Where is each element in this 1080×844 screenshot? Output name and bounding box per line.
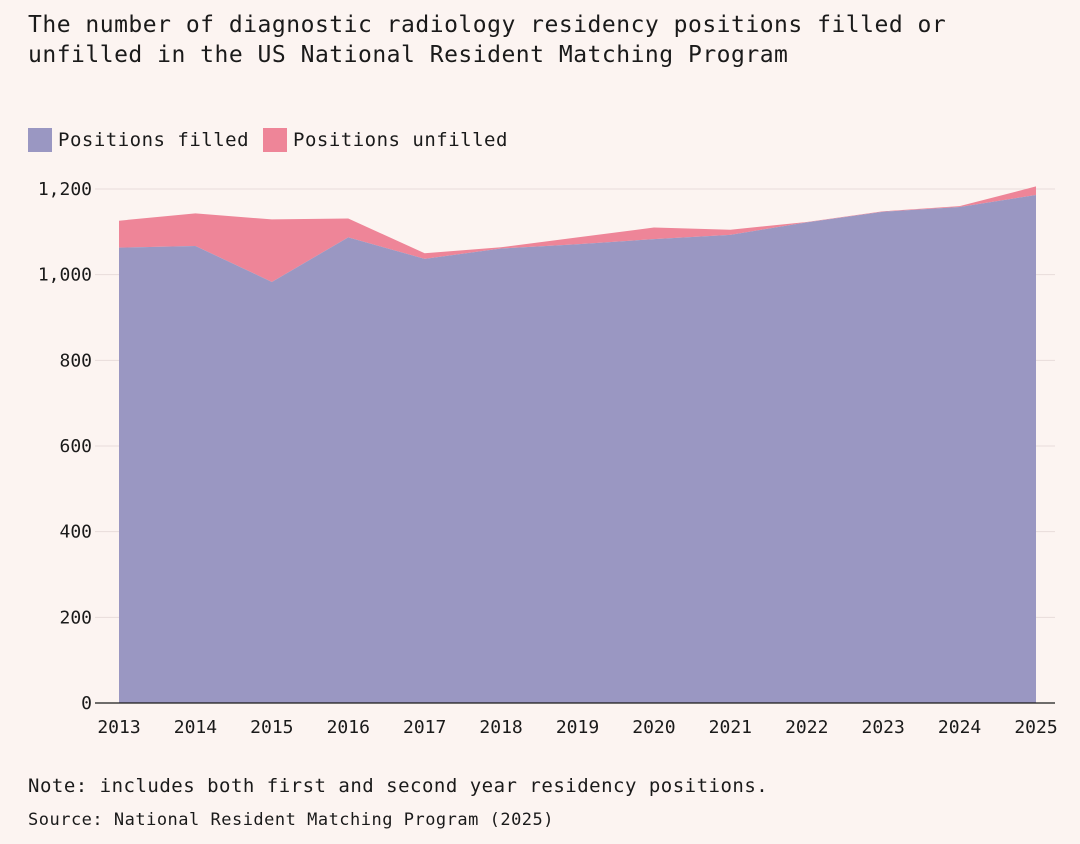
x-tick-label: 2020 — [632, 717, 675, 738]
y-tick-label: 600 — [59, 436, 92, 457]
x-tick-label: 2024 — [938, 717, 981, 738]
x-tick-label: 2013 — [97, 717, 140, 738]
area-chart: 0 200 400 600 800 1,000 1,200 2013 2014 2015 2016 2… — [38, 179, 1058, 738]
x-tick-label: 2017 — [403, 717, 446, 738]
legend-swatch-filled — [28, 128, 52, 152]
legend-label-filled: Positions filled — [58, 129, 250, 151]
legend-label-unfilled: Positions unfilled — [293, 129, 508, 151]
legend-item-filled: Positions filled — [28, 128, 249, 152]
chart-title: The number of diagnostic radiology resid… — [28, 12, 947, 68]
series-area-unfilled — [119, 186, 1036, 282]
y-tick-label: 0 — [81, 693, 92, 714]
y-tick-label: 400 — [59, 522, 92, 543]
legend-swatch-unfilled — [263, 128, 288, 152]
chart-note: Note: includes both first and second yea… — [28, 775, 769, 797]
x-tick-label: 2015 — [250, 717, 293, 738]
legend-item-unfilled: Positions unfilled — [263, 128, 508, 152]
x-tick-label: 2022 — [785, 717, 828, 738]
x-tick-label: 2019 — [556, 717, 599, 738]
x-tick-label: 2021 — [709, 717, 752, 738]
x-tick-label: 2018 — [479, 717, 522, 738]
series-area-filled — [119, 194, 1036, 703]
x-tick-label: 2016 — [327, 717, 370, 738]
legend: Positions filled Positions unfilled — [28, 128, 522, 152]
y-tick-label: 800 — [59, 350, 92, 371]
y-tick-label: 1,000 — [38, 265, 92, 286]
chart-source: Source: National Resident Matching Progr… — [28, 810, 555, 830]
y-tick-label: 200 — [59, 607, 92, 628]
x-tick-label: 2025 — [1014, 717, 1057, 738]
x-tick-label: 2014 — [174, 717, 217, 738]
x-tick-label: 2023 — [861, 717, 904, 738]
y-tick-label: 1,200 — [38, 179, 92, 200]
